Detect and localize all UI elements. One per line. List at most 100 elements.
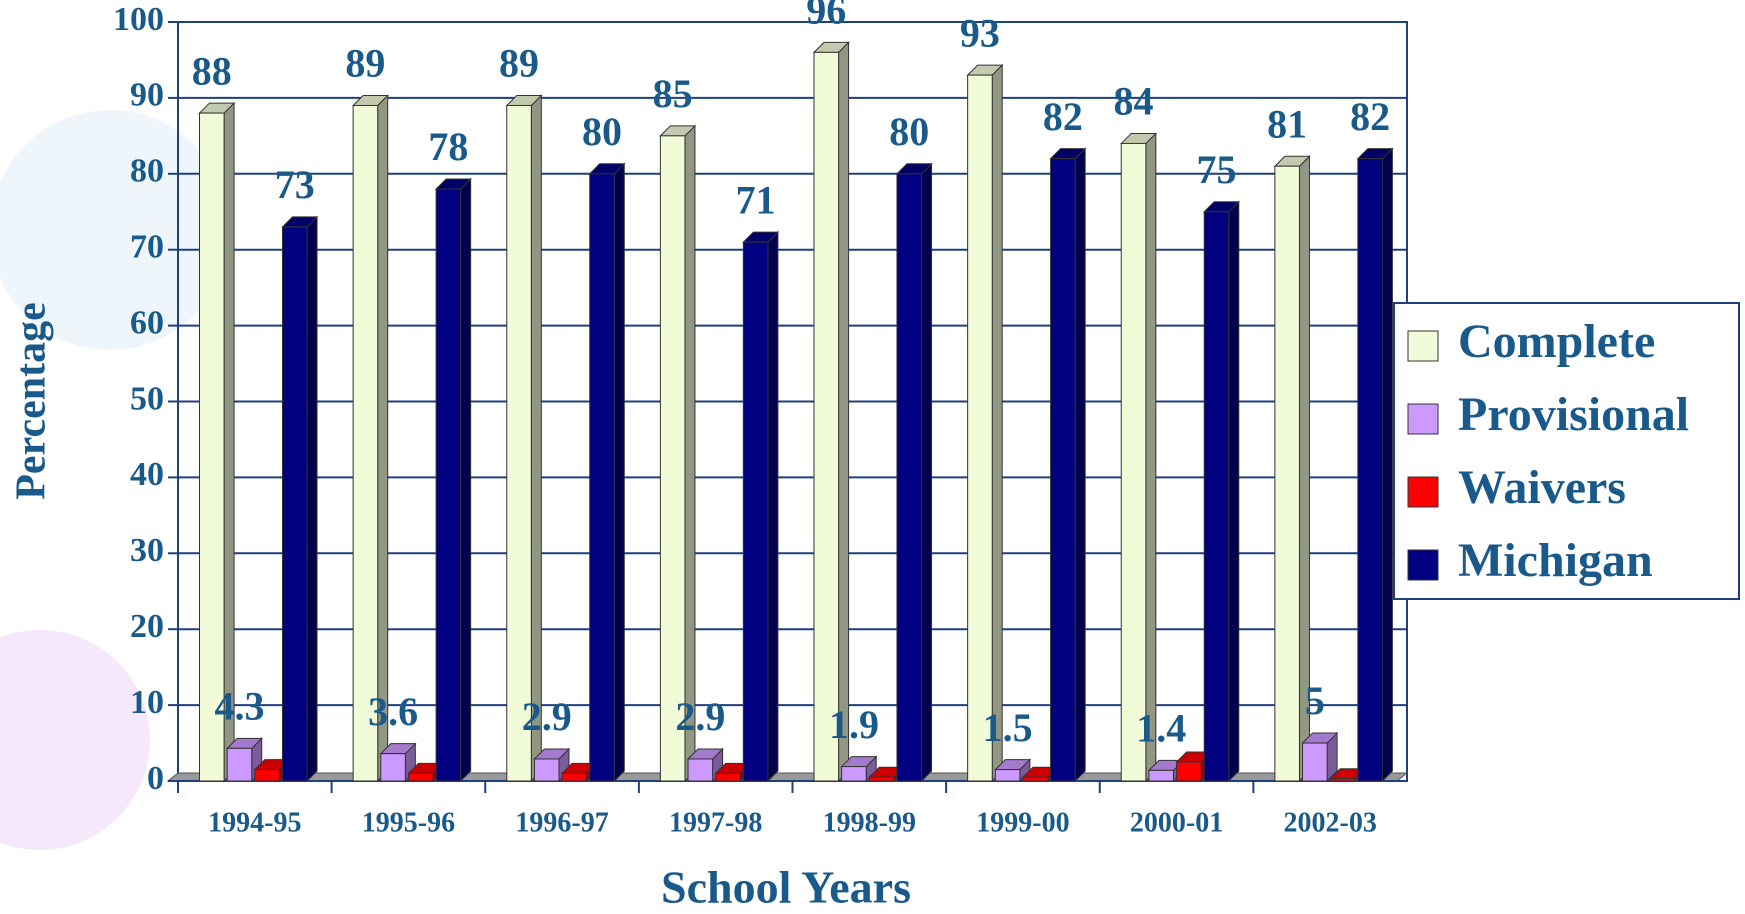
bar xyxy=(994,769,1021,782)
bar-side xyxy=(223,101,235,783)
bar xyxy=(407,772,434,782)
bar xyxy=(380,753,406,782)
bar xyxy=(435,188,462,782)
x-tick-label: 1996-97 xyxy=(515,807,608,838)
legend-label: Provisional xyxy=(1458,388,1689,441)
data-label: 1.4 xyxy=(1136,706,1186,751)
data-label: 81 xyxy=(1267,101,1307,146)
bar-side xyxy=(530,94,542,783)
y-tick-label: 10 xyxy=(130,684,164,721)
x-axis-title: School Years xyxy=(661,862,911,913)
bar xyxy=(533,758,560,782)
data-label: 1.9 xyxy=(829,702,879,747)
data-label: 88 xyxy=(192,48,232,93)
data-label: 3.6 xyxy=(368,689,418,734)
data-label: 85 xyxy=(653,71,693,116)
bar-side xyxy=(377,94,389,783)
bar xyxy=(1148,769,1174,782)
bar xyxy=(226,747,253,782)
bar xyxy=(1203,211,1230,782)
bar-side xyxy=(613,162,625,783)
data-label: 84 xyxy=(1114,79,1154,124)
plot-area: 0 10 20 30 40 50 60 70 80 90 100 1994-95 1995-96 1996… xyxy=(113,0,1409,838)
legend-swatch xyxy=(1407,476,1439,508)
y-tick-label: 100 xyxy=(113,1,164,38)
data-label: 93 xyxy=(960,10,1000,55)
bar xyxy=(967,74,993,782)
bar xyxy=(715,772,741,782)
bar xyxy=(281,226,308,782)
data-label: 89 xyxy=(499,41,539,86)
bar-side xyxy=(991,63,1003,783)
x-tick-label: 1995-96 xyxy=(362,807,455,838)
bar-side xyxy=(1381,147,1393,783)
data-label: 80 xyxy=(582,109,622,154)
x-tick-label: 1997-98 xyxy=(669,807,762,838)
bar xyxy=(506,104,532,782)
bar xyxy=(687,758,714,782)
legend-box xyxy=(1393,302,1740,600)
x-tick-label: 1998-99 xyxy=(823,807,916,838)
bar xyxy=(1329,778,1356,782)
data-label: 75 xyxy=(1197,147,1237,192)
data-label: 4.3 xyxy=(214,684,264,729)
y-tick-label: 40 xyxy=(130,456,164,493)
bar xyxy=(1120,142,1147,782)
y-tick-label: 90 xyxy=(130,77,164,114)
data-label: 78 xyxy=(428,124,468,169)
data-label: 5 xyxy=(1305,678,1325,723)
bar-side xyxy=(1074,147,1086,783)
bar xyxy=(254,769,280,782)
y-tick-label: 80 xyxy=(130,153,164,190)
bar xyxy=(813,51,840,782)
legend-swatch xyxy=(1407,330,1439,362)
bar-side xyxy=(684,124,696,783)
data-label: 73 xyxy=(275,162,315,207)
data-label: 1.5 xyxy=(983,705,1033,750)
data-label: 2.9 xyxy=(675,694,725,739)
bar xyxy=(896,173,923,782)
data-label: 82 xyxy=(1043,94,1083,139)
data-label: 89 xyxy=(345,41,385,86)
bar xyxy=(841,766,867,782)
legend-swatch xyxy=(1407,549,1439,581)
legend-label: Michigan xyxy=(1458,534,1653,587)
bar-side xyxy=(767,230,779,783)
data-label: 96 xyxy=(806,0,846,33)
data-label: 71 xyxy=(736,177,776,222)
bar xyxy=(352,104,379,782)
legend-label: Complete xyxy=(1458,315,1655,368)
bar-side xyxy=(921,162,933,783)
bar xyxy=(659,135,686,782)
data-label: 82 xyxy=(1350,94,1390,139)
bar xyxy=(1022,776,1049,782)
legend: Complete Provisional Waivers Michigan xyxy=(1393,302,1740,600)
bar xyxy=(868,776,895,782)
bar xyxy=(1176,761,1202,782)
background-decoration xyxy=(0,630,150,850)
y-tick-label: 20 xyxy=(130,608,164,645)
bar-side xyxy=(1228,200,1240,783)
x-tick-label: 1994-95 xyxy=(208,807,301,838)
bar xyxy=(589,173,615,782)
x-tick-label: 2000-01 xyxy=(1130,807,1223,838)
legend-label: Waivers xyxy=(1458,461,1626,514)
y-tick-label: 50 xyxy=(130,380,164,417)
y-tick-label: 70 xyxy=(130,228,164,265)
data-label: 2.9 xyxy=(522,694,572,739)
bar xyxy=(561,772,588,782)
data-label: 80 xyxy=(889,109,929,154)
bar xyxy=(1302,742,1328,782)
bar xyxy=(199,112,225,782)
y-tick-label: 60 xyxy=(130,304,164,341)
legend-swatch xyxy=(1407,403,1439,435)
y-axis-title: Percentage xyxy=(9,302,55,499)
bar xyxy=(1357,158,1383,782)
bar-side xyxy=(838,41,850,783)
background-decoration xyxy=(0,110,230,350)
bar-side xyxy=(460,177,472,783)
y-tick-label: 0 xyxy=(147,760,164,797)
bar xyxy=(1050,158,1076,782)
bar xyxy=(742,241,769,782)
